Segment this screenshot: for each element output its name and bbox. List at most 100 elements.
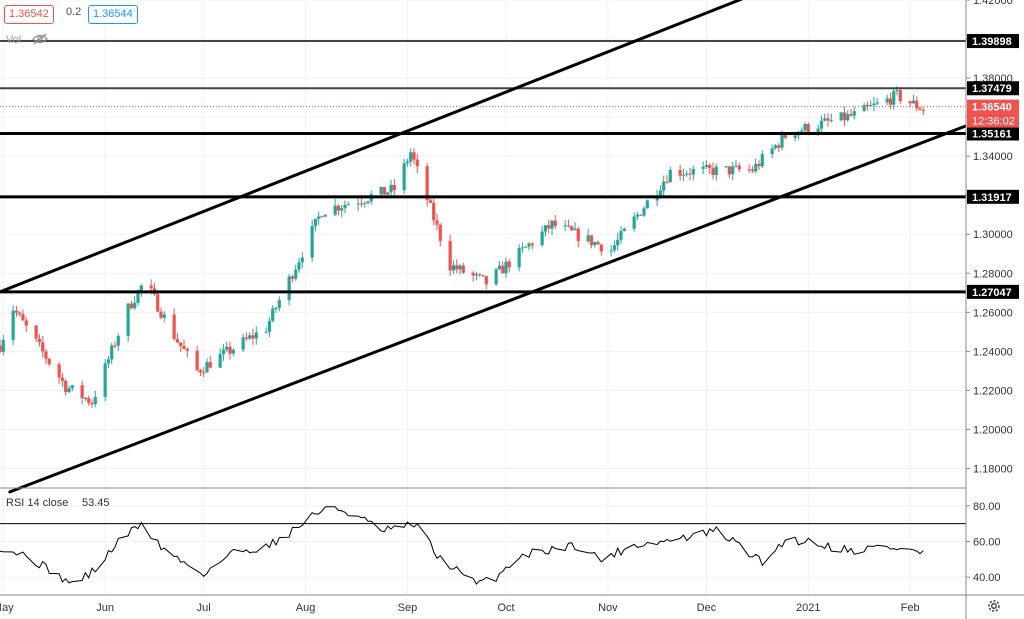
time-axis-label: Sep xyxy=(398,602,418,614)
candle-up xyxy=(668,167,672,183)
candle-up xyxy=(829,113,833,123)
candle-body xyxy=(658,190,663,196)
candle-up xyxy=(793,134,797,142)
candle-up xyxy=(409,148,413,167)
candle-up xyxy=(819,115,824,133)
candle-body xyxy=(80,385,84,399)
candle-up xyxy=(264,327,268,334)
candle-up xyxy=(573,222,577,231)
candle-down xyxy=(159,307,163,320)
candle-down xyxy=(425,162,429,207)
candle-up xyxy=(754,158,758,174)
candle-down xyxy=(44,349,48,365)
candle-down xyxy=(478,273,482,278)
candle-body xyxy=(379,186,383,195)
candlestick-series xyxy=(0,86,925,409)
candle-body xyxy=(225,346,229,350)
eye-hidden-icon[interactable] xyxy=(32,33,48,45)
candle-body xyxy=(129,303,134,309)
candle-body xyxy=(126,303,130,337)
candle-body xyxy=(359,203,364,205)
candle-up xyxy=(83,396,88,402)
candle-down xyxy=(777,143,781,153)
candle-body xyxy=(803,124,807,131)
candle-up xyxy=(642,205,646,217)
candle-body xyxy=(714,166,718,176)
candle-body xyxy=(566,225,571,227)
candle-body xyxy=(313,218,318,227)
candle-down xyxy=(37,333,42,347)
candle-up xyxy=(885,94,889,106)
candle-down xyxy=(228,341,232,360)
candle-body xyxy=(609,250,613,252)
candle-down xyxy=(589,235,594,249)
candle-up xyxy=(760,150,764,169)
candle-body xyxy=(18,312,22,315)
candle-body xyxy=(179,342,183,346)
candle-down xyxy=(290,274,295,283)
candle-up xyxy=(317,211,321,225)
candle-body xyxy=(310,226,314,258)
candle-up xyxy=(162,311,166,323)
candle-body xyxy=(438,224,442,241)
candle-body xyxy=(494,269,498,285)
candle-up xyxy=(527,242,531,251)
time-axis-label: Jul xyxy=(197,602,211,614)
candle-body xyxy=(14,310,19,313)
candle-up xyxy=(773,144,778,150)
candle-down xyxy=(481,275,485,278)
candle-body xyxy=(553,220,557,226)
candle-body xyxy=(317,216,321,219)
candle-body xyxy=(116,336,120,346)
gear-icon[interactable] xyxy=(986,598,1002,614)
candle-up xyxy=(274,306,278,314)
candle-body xyxy=(865,104,870,107)
candle-body xyxy=(218,354,222,368)
ask-price-box[interactable]: 1.36544 xyxy=(88,5,138,24)
candle-up xyxy=(110,342,114,365)
candle-body xyxy=(737,165,741,170)
candle-down xyxy=(208,355,212,369)
candle-body xyxy=(320,216,324,218)
candle-down xyxy=(14,305,19,318)
candle-body xyxy=(363,202,367,204)
candle-body xyxy=(294,269,298,279)
candle-up xyxy=(116,333,120,352)
candle-down xyxy=(826,113,830,127)
time-axis-label: Dec xyxy=(697,602,717,614)
candle-body xyxy=(898,90,902,102)
price-tick-label: 1.30000 xyxy=(973,229,1013,241)
level-label-box xyxy=(967,34,1019,49)
candle-up xyxy=(731,162,735,181)
candle-down xyxy=(320,215,324,218)
candle-body xyxy=(708,164,712,169)
candle-body xyxy=(892,91,896,105)
candle-body xyxy=(366,201,370,203)
candle-body xyxy=(734,165,738,167)
candle-body xyxy=(274,307,278,309)
candle-body xyxy=(103,363,107,397)
candle-up xyxy=(770,144,774,159)
candle-body xyxy=(67,388,71,393)
candle-body xyxy=(228,346,232,354)
candle-body xyxy=(616,239,620,246)
candle-body xyxy=(149,285,153,289)
candle-body xyxy=(540,231,544,246)
candle-down xyxy=(747,164,751,173)
candle-up xyxy=(540,226,544,247)
candle-body xyxy=(277,300,281,308)
candle-up xyxy=(593,241,597,248)
candle-body xyxy=(688,173,692,175)
candle-body xyxy=(47,358,51,365)
candle-body xyxy=(425,166,429,201)
candle-body xyxy=(402,163,406,191)
candle-body xyxy=(727,166,732,175)
bid-price-box[interactable]: 1.36542 xyxy=(4,5,54,24)
candle-down xyxy=(918,106,922,111)
candle-body xyxy=(701,166,705,169)
candle-down xyxy=(908,100,912,108)
candle-body xyxy=(175,339,180,343)
candle-down xyxy=(41,335,45,358)
candle-down xyxy=(708,162,712,175)
